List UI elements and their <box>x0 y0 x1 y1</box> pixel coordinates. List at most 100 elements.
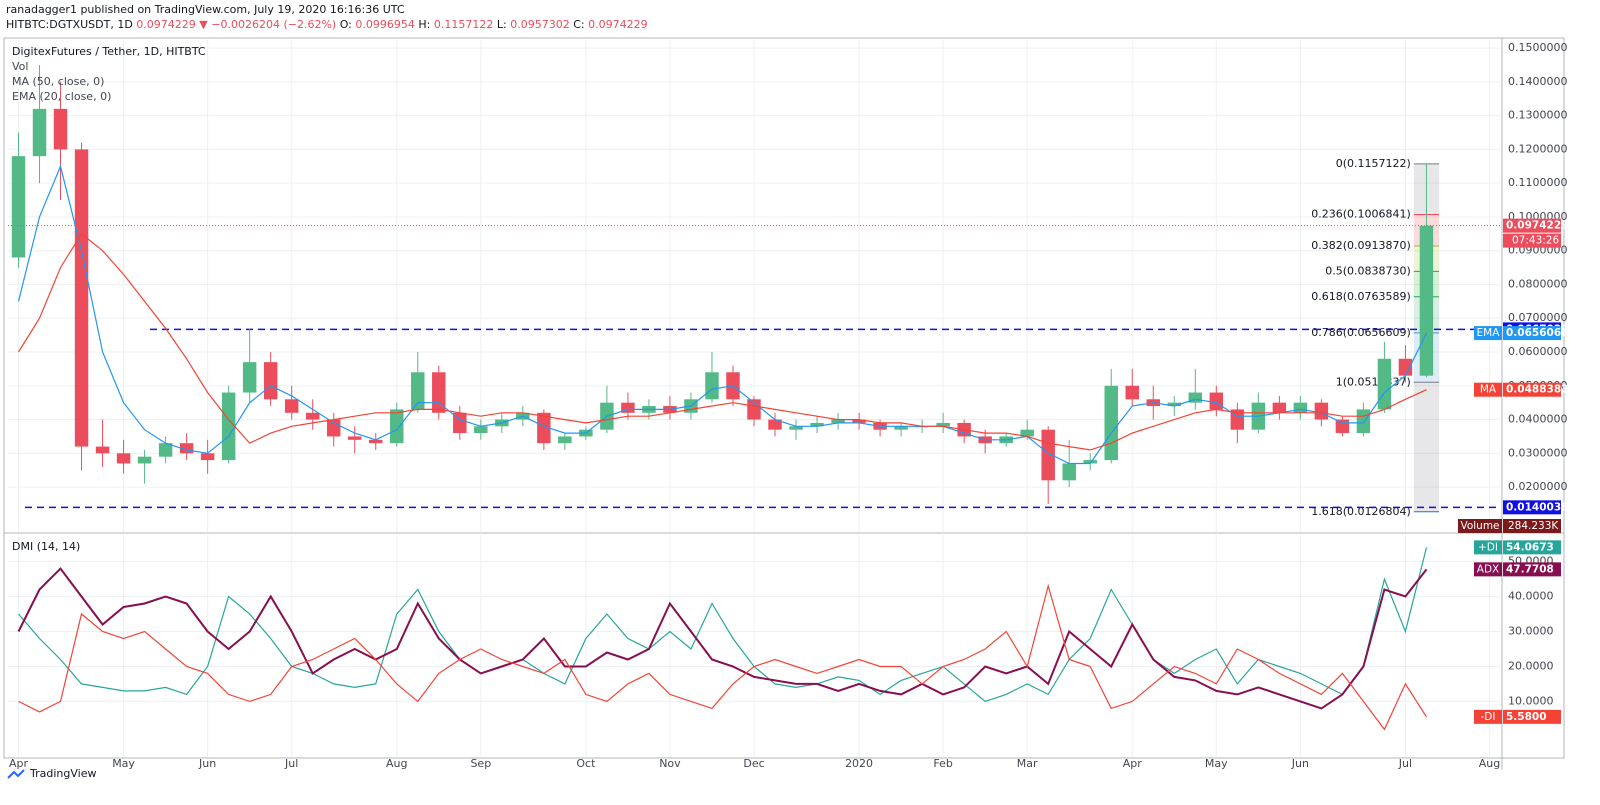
candle-body <box>326 419 341 437</box>
candle-body <box>200 453 215 461</box>
candle-body <box>369 439 383 444</box>
y-tick-label: 0.0400000 <box>1508 413 1568 426</box>
series-name-box <box>1474 709 1502 724</box>
quote-part: 0.0974229 <box>588 18 648 31</box>
series-name-box <box>1474 540 1502 555</box>
y-tick-label: 20.0000 <box>1508 659 1554 672</box>
candle-body <box>11 156 26 258</box>
y-tick-label: 40.0000 <box>1508 590 1554 603</box>
x-tick-label: Jun <box>198 757 216 770</box>
series-value-tag-text: 5.5800 <box>1506 711 1547 723</box>
candle-body <box>1398 358 1413 376</box>
series-name-box <box>1474 382 1502 397</box>
series-name-box <box>1474 562 1502 577</box>
countdown: 07:43:26 <box>1512 235 1559 247</box>
x-tick-label: Aug <box>386 757 407 770</box>
candle-body <box>1419 225 1434 376</box>
fib-label: 1(0.0510337) <box>1336 375 1411 388</box>
candle-body <box>705 372 719 400</box>
series-value-tag-text: 0.0656066 <box>1506 327 1568 339</box>
fib-label: 0(0.1157122) <box>1336 157 1411 170</box>
x-tick-label: Apr <box>1123 757 1143 770</box>
candle-body <box>1125 385 1139 400</box>
series-value-tag: 54.0673 <box>1503 540 1561 555</box>
x-tick-label: Feb <box>933 757 952 770</box>
candle-body <box>305 412 320 420</box>
y-tick-label: 0.1400000 <box>1508 75 1568 88</box>
series-name: -DI <box>1481 711 1496 723</box>
series-name: MA <box>1480 384 1497 396</box>
candle-body <box>53 108 68 150</box>
x-tick-label: May <box>112 757 135 770</box>
series-value-tag-box <box>1503 326 1561 341</box>
candle-body <box>453 412 467 434</box>
series-line <box>18 547 1428 703</box>
candle-body <box>831 419 845 423</box>
series-value-tag-box <box>1503 709 1561 724</box>
level-tag-text: 0.0140038 <box>1506 501 1568 513</box>
last-price-tag: 0.0974229 <box>1503 218 1568 233</box>
legend-entry: Vol <box>12 60 28 73</box>
candle-body <box>116 453 131 464</box>
candle-body <box>242 362 257 393</box>
series-value-tag: 47.7708 <box>1503 562 1561 577</box>
candle-body <box>474 426 488 434</box>
series-value-tag-box <box>1503 562 1561 577</box>
x-tick-label: Aug <box>1479 757 1500 770</box>
quote-part: −0.0026204 (−2.62%) <box>211 18 336 31</box>
volume-name-box <box>1458 519 1502 533</box>
series-value-tag: 0.0656066 <box>1503 326 1568 341</box>
series-line <box>18 583 1428 731</box>
quote-part: L: <box>497 18 507 31</box>
candle-body <box>768 419 782 430</box>
candle-body <box>936 422 950 427</box>
level-tag-box <box>1503 500 1561 515</box>
candle-body <box>1314 402 1329 420</box>
quote-line: HITBTC:DGTXUSDT, 1D 0.0974229 ▼ −0.00262… <box>6 18 648 31</box>
candle-body <box>1062 463 1076 481</box>
fib-band <box>1413 382 1440 512</box>
candle-body <box>621 402 635 413</box>
y-tick-label: 0.0600000 <box>1508 345 1568 358</box>
y-tick-label: 10.0000 <box>1508 694 1554 707</box>
candle-body <box>1377 358 1392 410</box>
y-tick-label: 30.0000 <box>1508 624 1554 637</box>
series-value-tag: 0.0488383 <box>1503 382 1568 397</box>
candle-body <box>1209 392 1224 410</box>
candle-body <box>558 436 572 444</box>
candle-body <box>1272 402 1287 413</box>
candle-body <box>852 419 866 423</box>
y-tick-label: 0.1100000 <box>1508 176 1568 189</box>
candle-body <box>179 443 194 454</box>
series-name: EMA <box>1477 327 1501 339</box>
series-name-box <box>1474 326 1502 341</box>
candle-body <box>1356 409 1371 434</box>
countdown-box <box>1503 233 1561 248</box>
candle-body <box>1104 385 1118 461</box>
y-tick-label: 0.0200000 <box>1508 480 1568 493</box>
publisher: ranadagger1 published on TradingView.com… <box>6 3 405 16</box>
volume-box <box>1503 519 1561 533</box>
fib-label: 0.618(0.0763589) <box>1311 290 1411 303</box>
y-tick-label: 0.1300000 <box>1508 109 1568 122</box>
candle-body <box>348 436 362 440</box>
chart-title: DigitexFutures / Tether, 1D, HITBTC <box>12 45 206 58</box>
series-value-tag-text: 47.7708 <box>1506 563 1554 575</box>
last-price-tag-text: 0.0974229 <box>1506 220 1568 232</box>
candle-body <box>32 108 47 157</box>
logo <box>7 769 25 779</box>
candle-body <box>1293 402 1308 413</box>
candle-body <box>411 372 425 410</box>
x-tick-label: Sep <box>470 757 491 770</box>
series-line <box>17 232 1427 451</box>
x-tick-label: Mar <box>1017 757 1038 770</box>
series-line <box>17 164 1428 465</box>
candle-body <box>221 392 236 461</box>
candle-body <box>894 426 908 430</box>
y-tick-label: 0.0700000 <box>1508 311 1568 324</box>
candle-body <box>537 412 551 444</box>
x-tick-label: May <box>1205 757 1228 770</box>
series-value-tag: 5.5800 <box>1503 709 1561 724</box>
